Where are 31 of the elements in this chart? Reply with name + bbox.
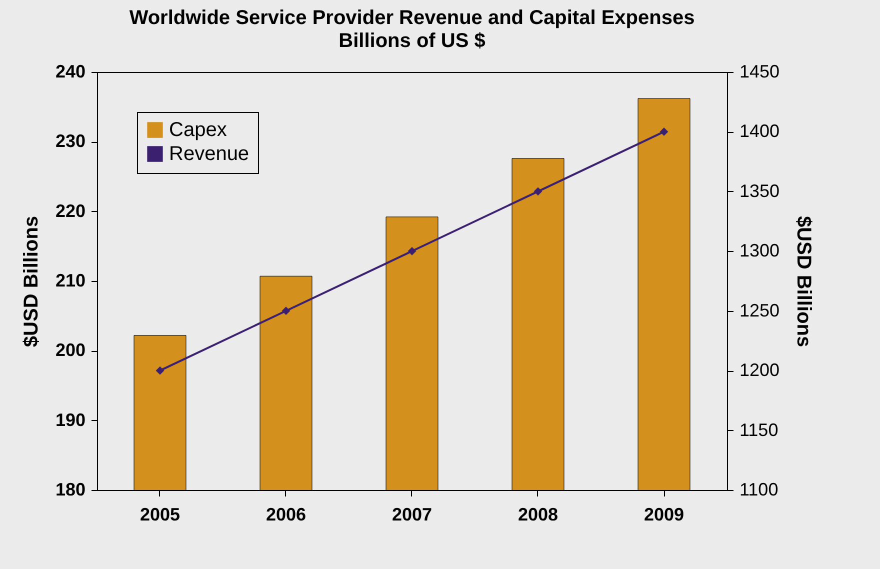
y-tick-label: 200 (55, 340, 86, 360)
point (534, 187, 542, 196)
x-tick-label: 2006 (266, 504, 306, 524)
legend-label: Revenue (169, 143, 250, 165)
y-tick-label: 230 (55, 131, 86, 152)
chart-title: Worldwide Service Provider Revenue and Capital Expenses (129, 7, 695, 29)
x-tick-label: 2007 (392, 504, 432, 524)
chart-subtitle: Billions of US $ (338, 30, 486, 52)
y2-tick-label: 1400 (740, 121, 780, 142)
point (408, 246, 416, 256)
y2-tick-label: 1100 (740, 480, 778, 500)
y-axis-title: $USD Billions (20, 216, 42, 348)
x-tick-label: 2009 (644, 504, 684, 524)
y2-tick-label: 1200 (740, 360, 780, 380)
y2-tick-label: 1350 (740, 180, 780, 201)
y2-tick-label: 1150 (740, 420, 778, 440)
legend-label: Capex (169, 119, 227, 141)
y2-axis-title: $USD Billions (792, 216, 815, 348)
x-tick-label: 2008 (518, 504, 558, 524)
y-tick-label: 180 (55, 480, 86, 500)
y2-tick-label: 1250 (740, 300, 780, 320)
point (156, 366, 164, 375)
y-tick-label: 210 (55, 270, 86, 290)
point (282, 306, 290, 316)
x-tick-label: 2005 (140, 504, 180, 524)
y-tick-label: 220 (55, 200, 86, 221)
y-tick-label: 240 (55, 62, 86, 82)
point (660, 128, 668, 136)
y2-tick-label: 1300 (740, 240, 780, 261)
y-tick-label: 190 (55, 410, 86, 430)
y2-tick-label: 1450 (740, 62, 780, 82)
